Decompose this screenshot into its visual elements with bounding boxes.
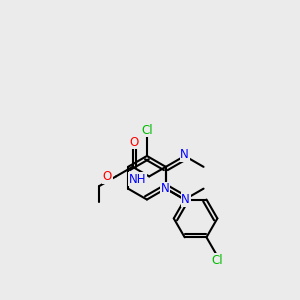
Text: Cl: Cl bbox=[211, 254, 223, 266]
Text: N: N bbox=[180, 148, 189, 161]
Text: O: O bbox=[103, 170, 112, 183]
Text: N: N bbox=[181, 193, 190, 206]
Text: Cl: Cl bbox=[141, 124, 153, 137]
Text: NH: NH bbox=[129, 173, 146, 186]
Text: O: O bbox=[129, 136, 138, 149]
Text: N: N bbox=[160, 182, 169, 195]
